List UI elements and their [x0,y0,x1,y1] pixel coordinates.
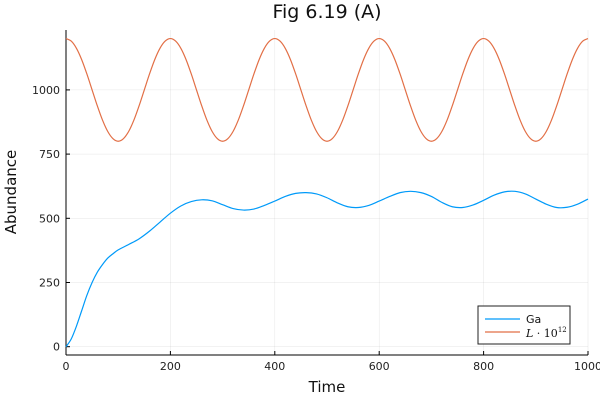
y-tick-label: 0 [53,341,60,354]
series-lines [65,37,589,348]
x-axis-label: Time [308,378,346,396]
y-tick-label: 250 [39,277,60,290]
x-tick-label: 200 [160,360,181,373]
legend-label-l-base: L [525,327,533,340]
legend-label-l-exp: 12 [558,326,567,334]
y-axis-label: Abundance [2,150,20,235]
series-line-l [65,37,589,142]
x-tick-label: 1000 [574,360,600,373]
grid [65,30,589,355]
legend-label-ga: Ga [526,313,541,326]
legend-label-l-mid: · 10 [533,327,558,340]
x-tick-label: 600 [369,360,390,373]
x-tick-label: 0 [63,360,70,373]
x-tick-label: 400 [264,360,285,373]
series-line-ga [65,190,589,348]
y-tick-label: 1000 [32,84,60,97]
axes: 0 200 400 600 800 1000 0 250 500 750 1000 [32,30,600,373]
legend-box [477,305,571,345]
x-tick-label: 800 [473,360,494,373]
chart-title: Fig 6.19 (A) [272,1,381,23]
y-tick-label: 750 [39,148,60,161]
legend: Ga L · 1012 [477,305,571,345]
y-tick-label: 500 [39,212,60,225]
legend-label-l: L · 1012 [525,326,567,340]
